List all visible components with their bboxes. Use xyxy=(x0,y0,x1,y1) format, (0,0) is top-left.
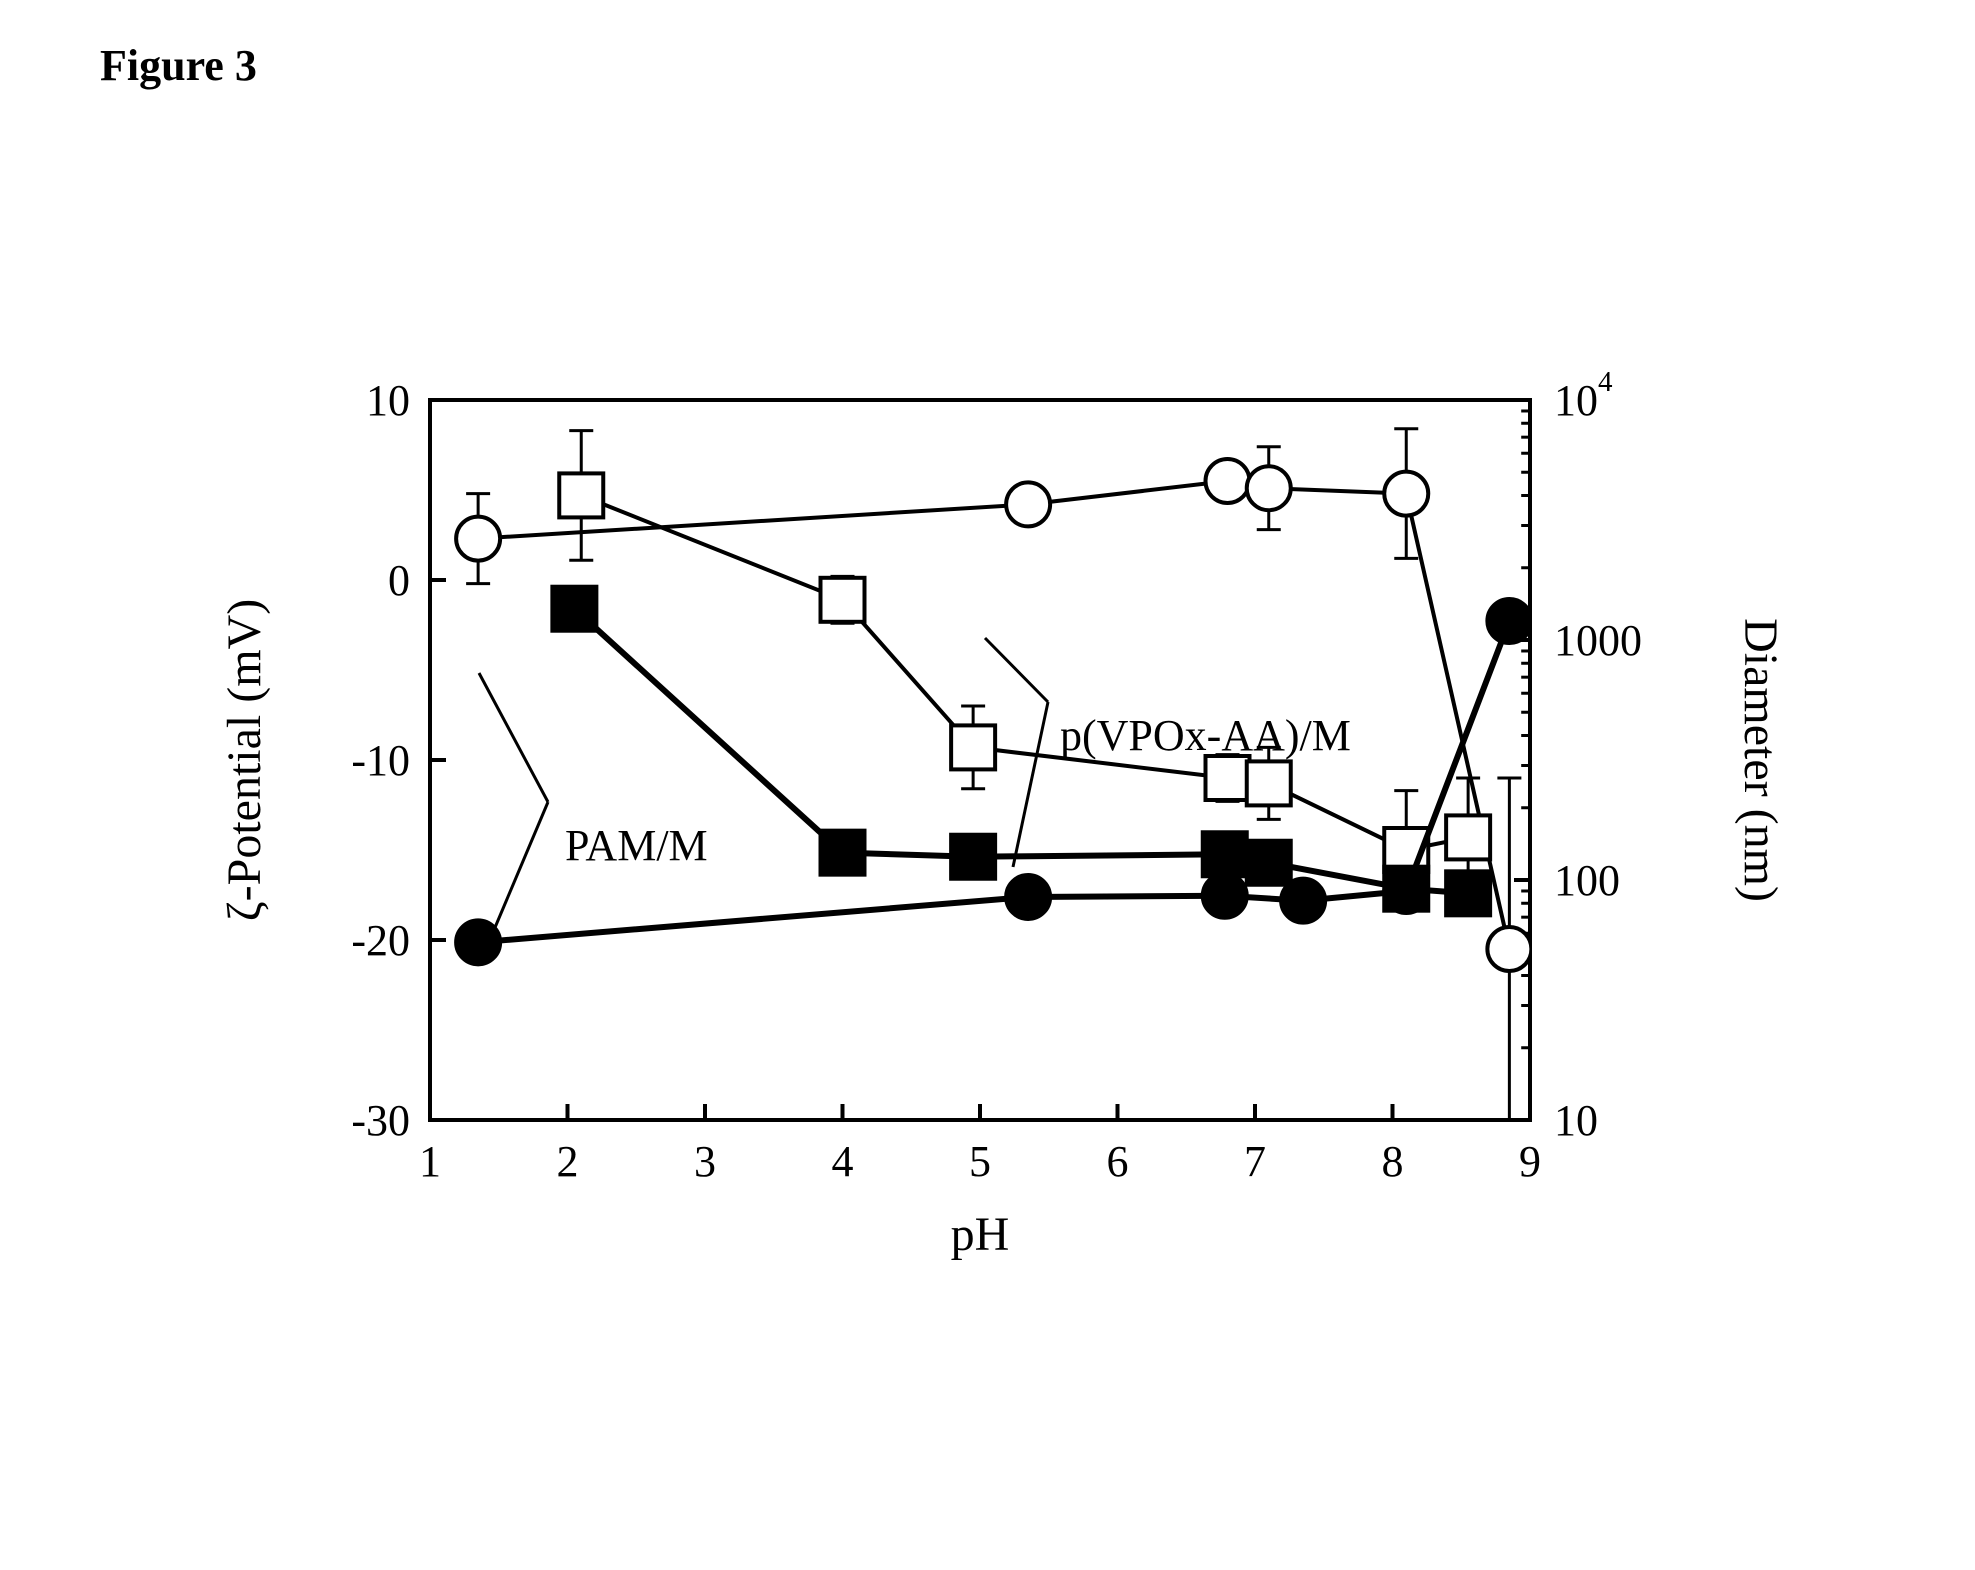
yl-tick-label: -10 xyxy=(351,736,410,785)
chart: 1 2 3 4 5 6 7 8 9 pH -30 -20 -10 0 10 ζ-Potential (mV) 1… xyxy=(170,370,1850,1490)
chart-svg: 1 2 3 4 5 6 7 8 9 pH -30 -20 -10 0 10 ζ-Potential (mV) 1… xyxy=(170,370,1850,1490)
x-tick-label: 2 xyxy=(557,1137,579,1186)
annotation-label_pam_m: PAM/M xyxy=(479,673,708,963)
x-tick-label: 5 xyxy=(969,1137,991,1186)
x-tick-label: 4 xyxy=(832,1137,854,1186)
figure-title: Figure 3 xyxy=(100,40,257,91)
yl-tick-label: -30 xyxy=(351,1096,410,1145)
annotation-label_pvpoxaa_m: p(VPOx-AA)/M xyxy=(985,638,1351,867)
yl-tick-label: 10 xyxy=(366,376,410,425)
yl-tick-label: 0 xyxy=(388,556,410,605)
x-tick-label: 8 xyxy=(1382,1137,1404,1186)
x-tick-label: 7 xyxy=(1244,1137,1266,1186)
x-tick-label: 3 xyxy=(694,1137,716,1186)
annotation-text: PAM/M xyxy=(565,821,708,870)
x-axis-label: pH xyxy=(951,1208,1010,1261)
yl-axis-label: ζ-Potential (mV) xyxy=(218,599,271,921)
yr-tick-label: 1000 xyxy=(1554,616,1642,665)
yr-axis-label: Diameter (nm) xyxy=(1734,618,1787,902)
x-tick-label: 1 xyxy=(419,1137,441,1186)
yr-tick-label: 104 xyxy=(1554,370,1613,425)
yr-tick-label: 100 xyxy=(1554,856,1620,905)
yr-tick-label: 10 xyxy=(1554,1096,1598,1145)
yl-tick-label: -20 xyxy=(351,916,410,965)
annotation-text: p(VPOx-AA)/M xyxy=(1060,711,1351,760)
x-tick-label: 6 xyxy=(1107,1137,1129,1186)
series-pam_m_zeta xyxy=(456,429,1531,1120)
series-pam_m_diam xyxy=(456,599,1531,964)
x-tick-label: 9 xyxy=(1519,1137,1541,1186)
